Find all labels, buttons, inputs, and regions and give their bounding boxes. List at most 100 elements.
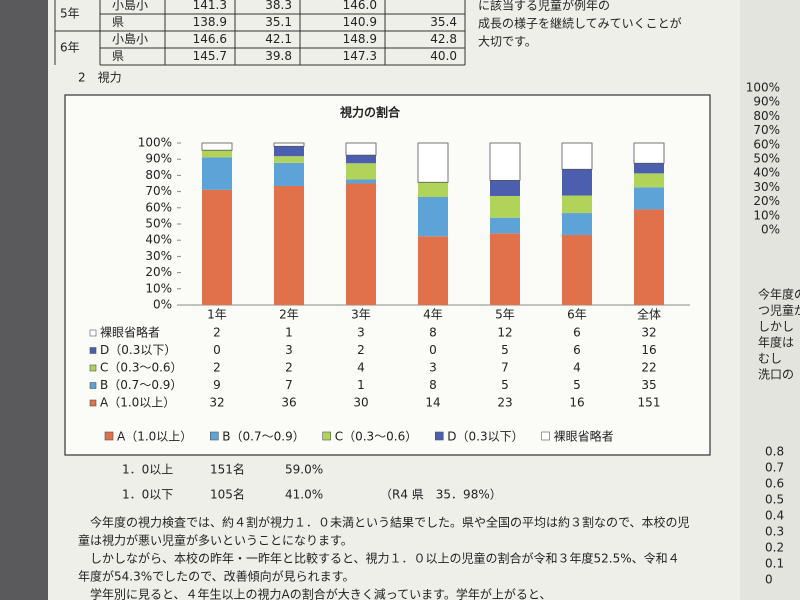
table-value: 5: [501, 343, 509, 357]
row-label: C（0.3～0.6）: [100, 361, 183, 375]
table-value: 30: [353, 396, 368, 410]
table-value: 7: [285, 378, 293, 392]
table-value: 2: [285, 361, 293, 375]
table-value: 22: [641, 361, 656, 375]
bar-segment: [202, 150, 232, 158]
right-scale: 0.6: [765, 477, 784, 491]
row-key: [89, 399, 97, 407]
bar-segment: [417, 142, 449, 183]
summary-percent: 41.0%: [285, 488, 323, 502]
y-tick-label: 20%: [145, 265, 172, 279]
bar-segment: [273, 142, 305, 147]
table-cell: 145.7: [193, 49, 227, 63]
right-scale: 0.7: [765, 461, 784, 475]
bar-segment: [418, 236, 448, 305]
legend-swatch: [104, 431, 114, 441]
table-cell: 40.0: [430, 49, 457, 63]
bar-segment: [634, 163, 664, 174]
table-value: 2: [357, 343, 365, 357]
bar-segment: [202, 189, 232, 305]
side-text: 大切です。: [478, 35, 537, 49]
legend-label: B（0.7～0.9）: [222, 430, 304, 444]
legend-label: A（1.0以上）: [117, 430, 192, 444]
legend-label: D（0.3以下）: [447, 430, 523, 444]
bar-segment: [562, 169, 592, 196]
bar-segment: [634, 173, 664, 188]
table-value: 5: [501, 378, 509, 392]
bar-segment: [562, 213, 592, 235]
legend-swatch: [541, 431, 550, 441]
table-grade: 5年: [60, 7, 80, 21]
right-percent: 80%: [753, 109, 780, 123]
bar-segment: [490, 233, 520, 305]
summary-label: 1．0以下: [122, 488, 173, 502]
right-text: しかし: [758, 320, 794, 334]
chart-frame: [64, 94, 711, 456]
bar-segment: [490, 180, 520, 196]
y-tick-label: 0%: [153, 298, 172, 312]
table-value: 5: [573, 378, 581, 392]
row-label: 裸眼省略者: [100, 325, 160, 340]
table-cell: 38.3: [265, 0, 292, 12]
paragraph-line: 童は視力が悪い児童が多いということになります。: [78, 533, 353, 548]
paragraph-line: 年度が54.3%でしたので、改善傾向が見られます。: [78, 569, 354, 584]
table-value: 6: [573, 326, 581, 340]
chart-title: 視力の割合: [339, 105, 401, 120]
row-key: [89, 364, 97, 372]
bar-segment: [634, 209, 664, 305]
table-value: 151: [638, 396, 661, 410]
bar-segment: [489, 142, 521, 181]
table-cell: 35.1: [265, 15, 292, 29]
legend-swatch: [322, 431, 332, 441]
table-school: 小島小: [112, 31, 148, 46]
x-tick-label: 1年: [207, 308, 227, 322]
bar-segment: [346, 163, 376, 180]
table-cell: 147.3: [343, 49, 377, 63]
legend-swatch: [434, 431, 444, 441]
table-value: 4: [573, 361, 581, 375]
bar-segment: [490, 195, 520, 218]
right-scale: 0: [765, 573, 773, 587]
x-tick-label: 4年: [423, 308, 443, 322]
right-percent: 70%: [753, 123, 780, 137]
bar-segment: [202, 157, 232, 190]
x-tick-label: 6年: [567, 308, 587, 322]
table-cell: 39.8: [265, 49, 292, 63]
table-value: 2: [213, 361, 221, 375]
right-scale: 0.3: [765, 525, 784, 539]
summary-percent: 59.0%: [285, 463, 323, 477]
bar-segment: [634, 187, 664, 210]
table-value: 0: [429, 343, 437, 357]
x-tick-label: 3年: [351, 308, 371, 322]
table-school: 小島小: [112, 0, 148, 12]
y-tick-label: 70%: [145, 184, 172, 198]
row-label: A（1.0以上）: [100, 396, 175, 410]
table-cell: 140.9: [343, 15, 377, 29]
row-key: [89, 382, 97, 389]
summary-label: 1．0以上: [122, 463, 173, 477]
y-tick-label: 10%: [145, 281, 172, 295]
right-scale: 0.2: [765, 541, 784, 555]
bar-segment: [346, 183, 376, 305]
table-value: 3: [429, 361, 437, 375]
summary-count: 105名: [210, 487, 245, 502]
table-value: 16: [641, 343, 656, 357]
table-cell: 138.9: [193, 15, 227, 29]
table-cell: 42.1: [265, 32, 292, 46]
table-cell: 148.9: [343, 32, 377, 46]
table-value: 1: [285, 326, 293, 340]
row-key: [89, 329, 97, 337]
right-scale: 0.4: [765, 509, 784, 523]
table-value: 35: [641, 378, 656, 392]
y-tick-label: 100%: [138, 136, 172, 150]
desk-edge: [0, 0, 48, 600]
x-tick-label: 5年: [495, 308, 515, 322]
table-value: 2: [213, 326, 221, 340]
table-value: 3: [285, 343, 293, 357]
right-scale: 0.8: [765, 445, 784, 459]
bar-segment: [562, 234, 592, 305]
bar-segment: [346, 179, 376, 184]
right-percent: 40%: [753, 166, 780, 180]
table-cell: 141.3: [193, 0, 227, 12]
table-school: 県: [112, 49, 124, 63]
